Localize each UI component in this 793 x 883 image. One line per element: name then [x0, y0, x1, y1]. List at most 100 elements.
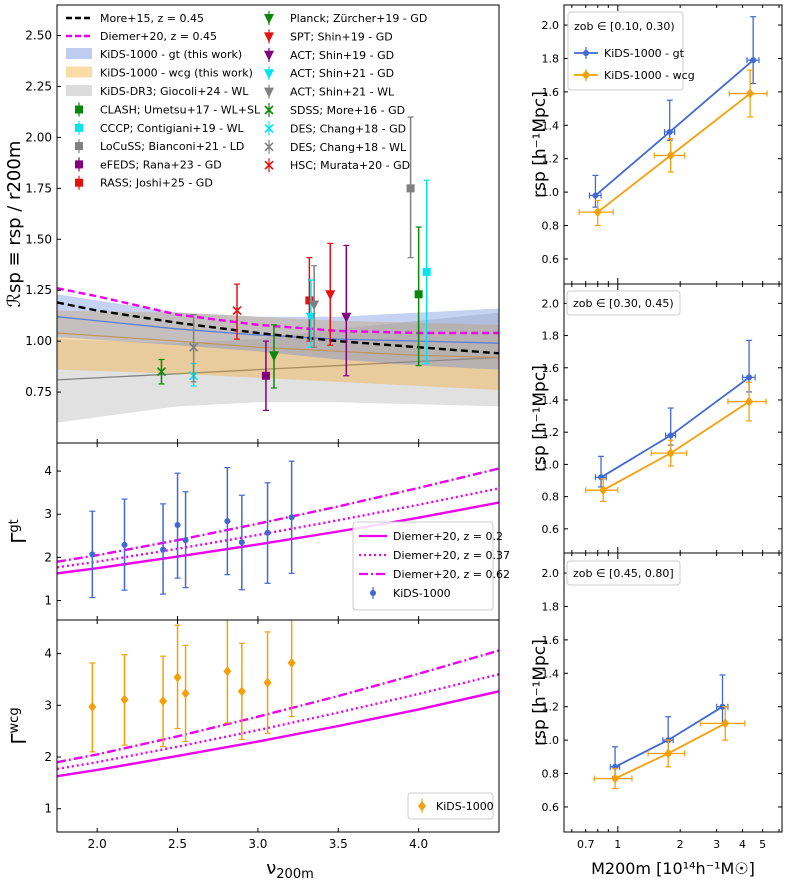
y-tick-label: 1: [44, 594, 52, 608]
legend-label: ACT; Shin+21 - WL: [290, 86, 395, 99]
nu-xlabel: ν200m: [266, 858, 314, 882]
band-center-1: [56, 332, 500, 359]
plot-area: [57, 460, 499, 599]
y-tick-label: 1: [44, 802, 52, 816]
x-tick-label: 3.0: [248, 837, 267, 851]
y-tick-label: 4: [44, 647, 52, 661]
y-tick-label: 1.0: [542, 458, 560, 471]
theory-line-2: [57, 649, 499, 764]
data-point: [173, 672, 182, 683]
data-point: [325, 290, 336, 301]
gamma-wcg-legend-box: [407, 792, 494, 820]
bin-label: zob ∈ [0.10, 0.30): [574, 20, 675, 33]
legend-label: Planck; Zürcher+19 - GD: [290, 12, 427, 25]
legend-label: KiDS-1000 - gt: [604, 47, 685, 60]
data-point: [159, 696, 168, 707]
data-point: [288, 514, 295, 521]
data-point: [264, 529, 271, 536]
legend-label: HSC; Murata+20 - GD: [290, 159, 410, 172]
theory-line-1: [57, 673, 499, 771]
data-point: [666, 128, 673, 135]
y-tick-label: 1.00: [25, 334, 52, 348]
data-point: [121, 541, 128, 548]
legend-label: CCCP; Contigiani+19 - WL: [100, 122, 244, 135]
legend-marker: [582, 70, 590, 80]
x-tick-label: 3.5: [329, 837, 348, 851]
data-point: [746, 88, 755, 99]
y-tick-label: 1.4: [542, 119, 560, 132]
ratio-legend: More+15, z = 0.45 Diemer+20, z = 0.45 KiDS…: [66, 11, 427, 190]
legend-label: SPT; Shin+19 - GD: [290, 30, 393, 43]
y-tick-label: 2.00: [25, 130, 52, 144]
legend-swatch: [66, 85, 92, 96]
data-point: [422, 267, 431, 276]
data-point: [406, 184, 415, 193]
data-point: [238, 539, 245, 546]
data-point: [223, 666, 232, 677]
data-point: [182, 537, 189, 544]
y-tick-label: 0.75: [25, 385, 52, 399]
data-point: [287, 657, 296, 668]
x-tick-label: 0.7: [577, 838, 595, 851]
theory-line-0: [57, 501, 499, 575]
data-point: [745, 396, 754, 407]
mass-xlabel: M200m [10¹⁴h⁻¹M☉]: [591, 859, 755, 878]
x-tick-label: 4: [739, 838, 746, 851]
y-tick-label: 1.2: [542, 426, 560, 439]
legend-label: KiDS-1000: [436, 800, 494, 813]
ratio-ylabel: ℛsp ≡ rsp / r200m: [4, 141, 25, 308]
data-point: [305, 296, 314, 305]
rsp_bin3-ylabel: rsp [h⁻¹Mpc]: [530, 639, 550, 746]
y-tick-label: 3: [44, 507, 52, 521]
data-point: [268, 351, 279, 362]
legend-label: KiDS-1000 - wcg (this work): [100, 67, 253, 80]
legend-label: More+15, z = 0.45: [100, 12, 204, 25]
y-tick-label: 1.2: [542, 153, 560, 166]
series-line-0: [600, 376, 750, 479]
y-tick-label: 0.6: [542, 801, 560, 814]
data-point: [261, 371, 270, 380]
rsp-legend-box: [567, 11, 684, 91]
series-line-1: [597, 92, 751, 213]
y-tick-label: 1.25: [25, 283, 52, 297]
theory-line-1: [57, 487, 499, 569]
y-tick-label: 2.0: [542, 567, 560, 580]
data-point: [611, 773, 620, 784]
y-tick-label: 0.6: [542, 523, 560, 536]
data-point: [746, 374, 753, 381]
plot-area: [57, 620, 499, 778]
data-point: [88, 701, 97, 712]
y-tick-label: 2.0: [542, 297, 560, 310]
y-tick-label: 1.6: [542, 86, 560, 99]
y-tick-label: 0.8: [542, 220, 560, 233]
legend-label: KiDS-1000 - gt (this work): [100, 48, 242, 61]
gamma-gt-panel: 1 2 3 4 Γgt Diemer+20, z = 0.2 Diemer+20, z = …: [7, 442, 510, 621]
data-point: [664, 748, 673, 759]
data-point: [341, 312, 352, 323]
legend-label: KiDS-DR3; Giocoli+24 - WL: [100, 85, 249, 98]
data-point: [414, 290, 423, 299]
data-point: [160, 546, 167, 553]
legend-label: Diemer+20, z = 0.37: [393, 549, 510, 562]
data-point: [750, 57, 757, 64]
theory-line-0: [57, 690, 499, 778]
data-point: [721, 718, 730, 729]
y-tick-label: 1.8: [542, 600, 560, 613]
y-tick-label: 0.8: [542, 491, 560, 504]
data-point: [667, 432, 674, 439]
legend-label: LoCuSS; Bianconi+21 - LD: [100, 140, 244, 153]
legend-label: Diemer+20, z = 0.62: [393, 568, 510, 581]
gamma_wcg-ylabel: Γwcg: [7, 707, 31, 744]
gamma_wcg-axes: [56, 619, 500, 833]
data-point: [89, 551, 96, 558]
x-tick-label: 3: [713, 838, 720, 851]
legend-label: SDSS; More+16 - GD: [290, 104, 405, 117]
legend-label: DES; Chang+18 - GD: [290, 122, 406, 135]
bin-label: zob ∈ [0.45, 0.80]: [573, 567, 674, 580]
x-tick-label: 5: [759, 838, 766, 851]
data-point: [592, 192, 599, 199]
y-tick-label: 1.4: [542, 667, 560, 680]
gamma-wcg-panel: 1 2 3 4 Γwcg KiDS-1000 2.0 2.5 3.0 3.5 4.0 ν200m: [7, 619, 500, 882]
data-point: [599, 485, 608, 496]
